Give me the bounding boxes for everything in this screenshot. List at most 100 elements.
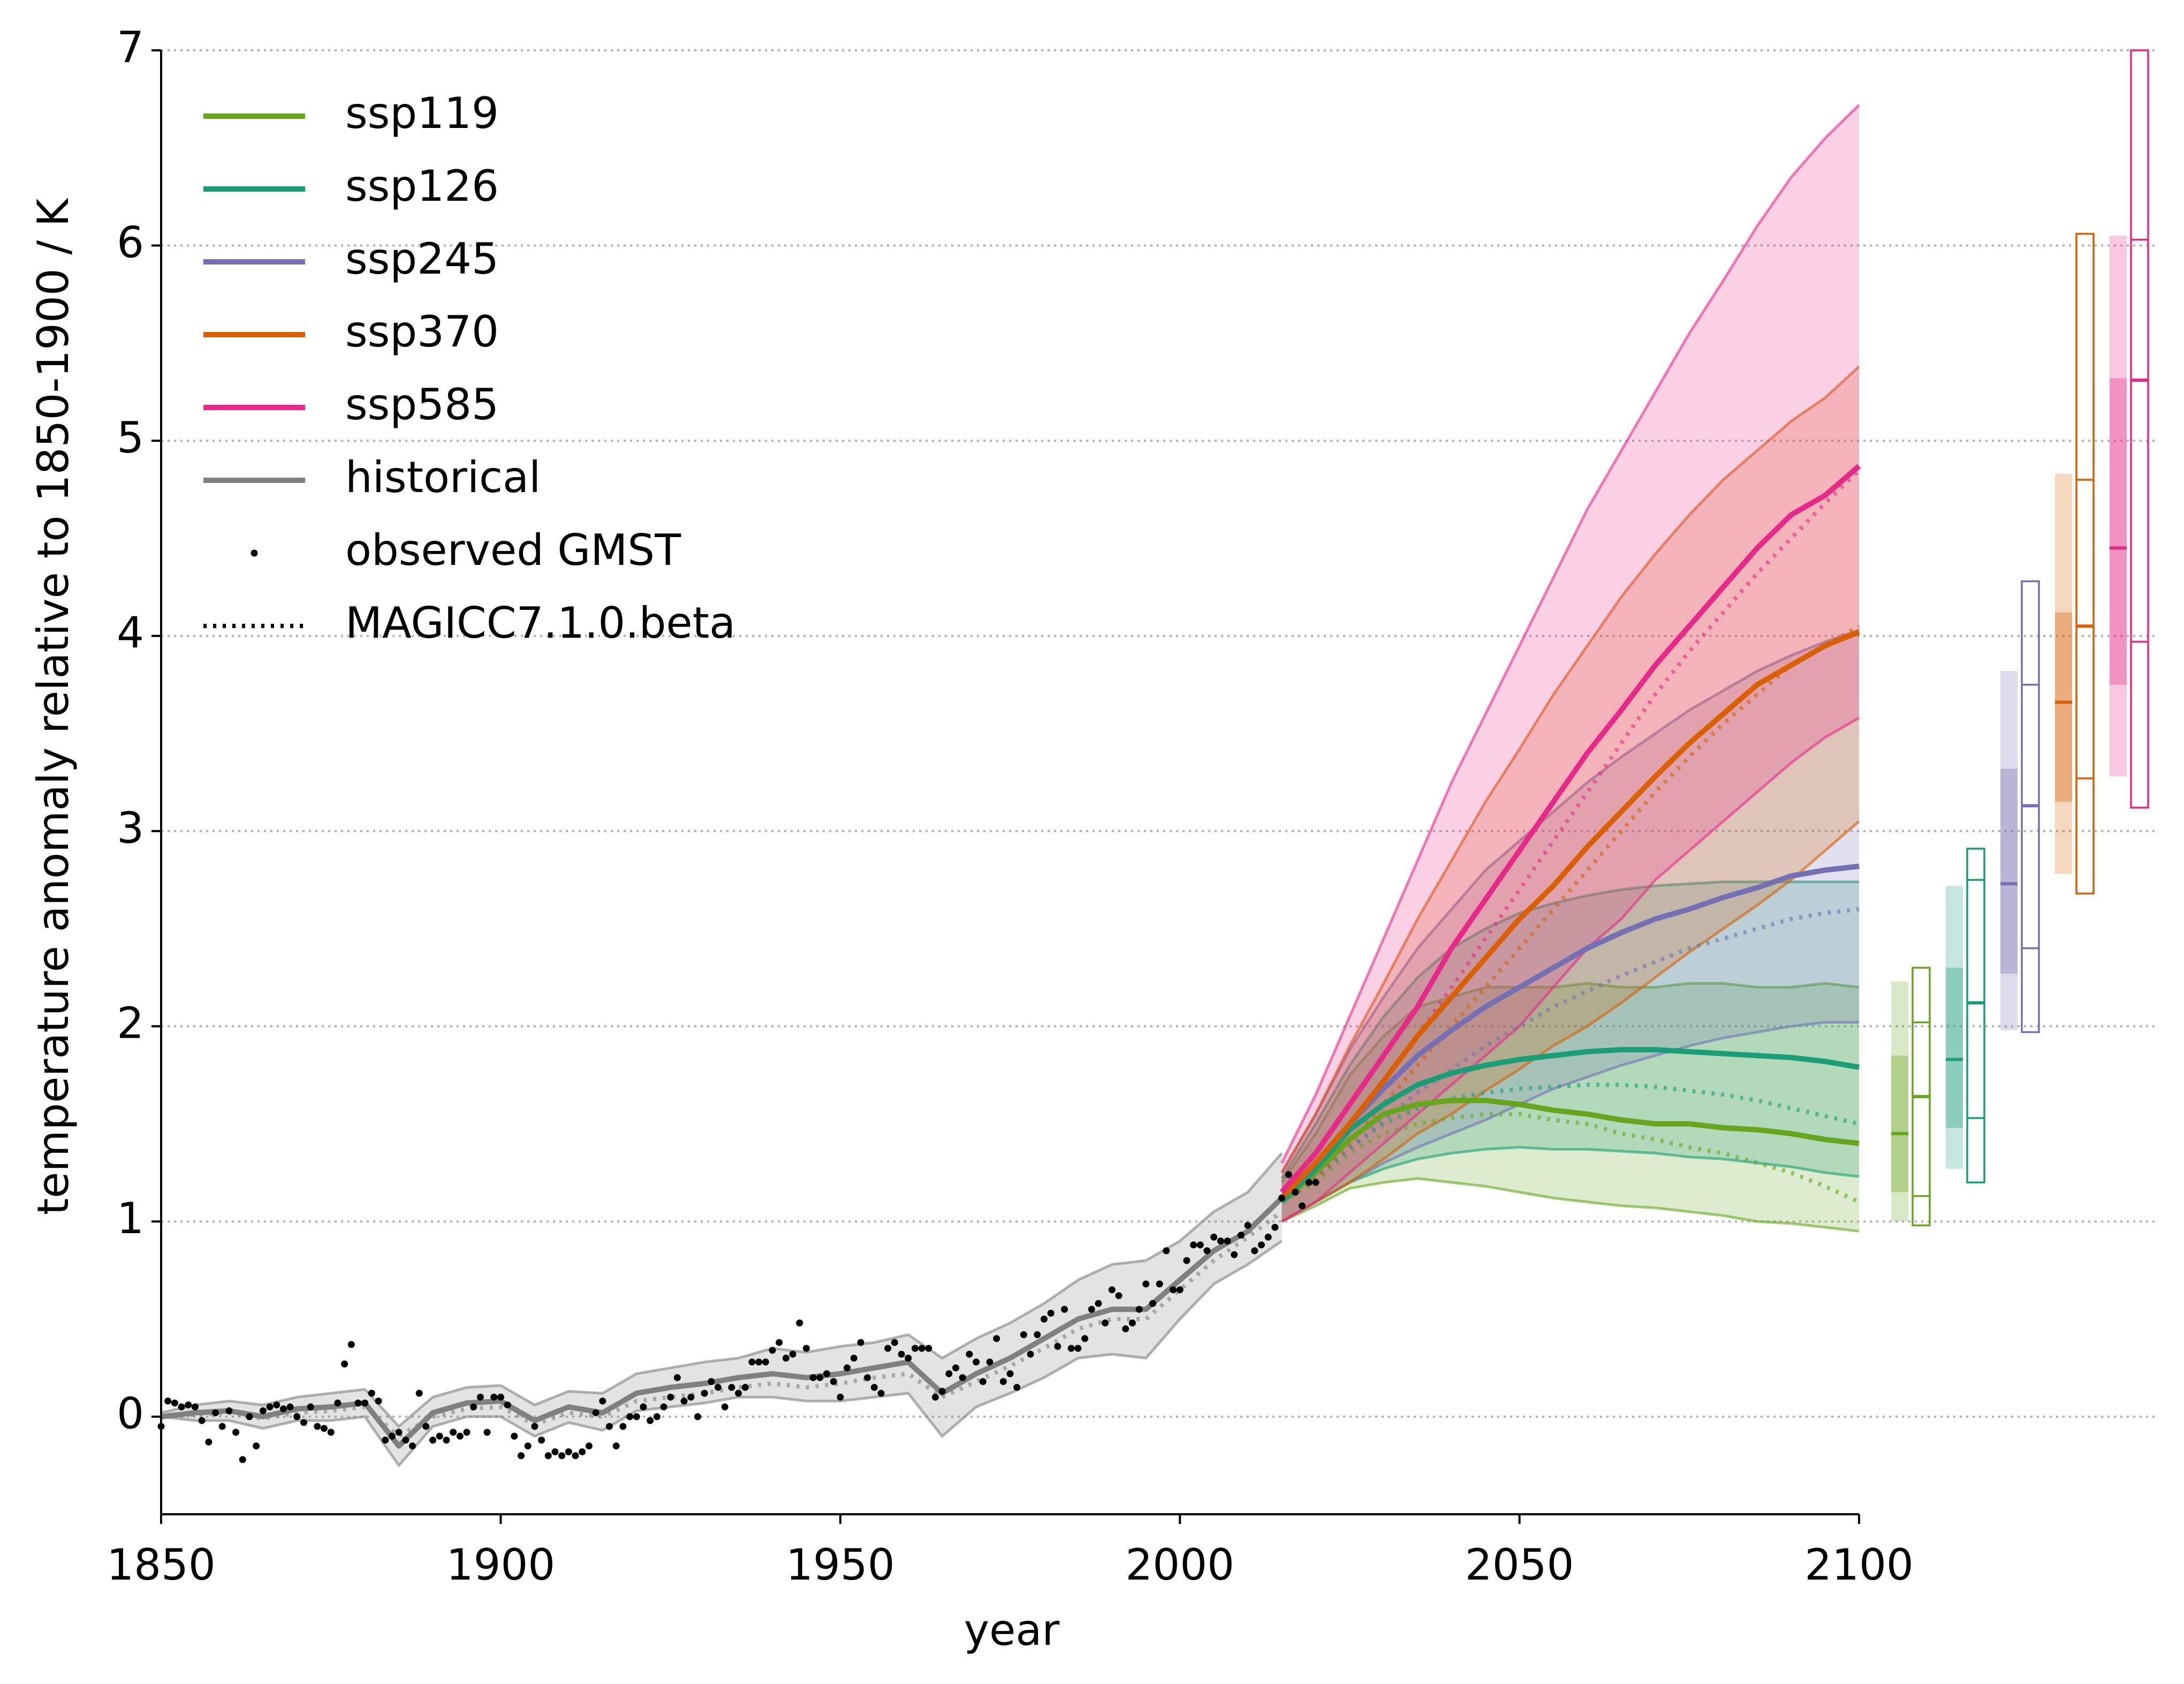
observed-point [497,1393,504,1401]
x-tick-label: 2050 [1465,1540,1574,1590]
observed-point [830,1378,837,1385]
observed-point [476,1393,484,1401]
observed-point [408,1442,416,1449]
observed-point [579,1448,586,1455]
band-edge [1280,629,1860,1174]
observed-point [1264,1233,1272,1241]
likely-bar [1891,1055,1908,1192]
y-tick-label: 4 [117,608,144,658]
observed-point [246,1413,253,1421]
observed-point [382,1436,389,1444]
observed-point [1027,1350,1034,1358]
observed-point [843,1364,851,1372]
observed-point [178,1403,185,1411]
observed-point [307,1403,314,1411]
band-edge [1280,981,1860,1183]
range-bar [2000,671,2018,1030]
observed-point [1203,1247,1211,1255]
likely-bar [2000,768,2018,974]
series-line [161,1196,1284,1449]
observed-point [415,1390,423,1397]
observed-point [945,1370,953,1378]
observed-point [993,1335,1000,1342]
observed-point [870,1384,878,1391]
observed-point [1292,1189,1299,1196]
observed-point [619,1423,627,1430]
observed-point [531,1423,539,1430]
observed-point [341,1360,348,1368]
observed-point [1285,1171,1292,1179]
observed-point [687,1393,695,1401]
x-tick-label: 1950 [786,1540,895,1590]
observed-point [347,1341,355,1348]
observed-point [660,1403,668,1411]
observed-point [605,1423,613,1430]
band-edge [161,1152,1283,1429]
band-edge [1281,1146,1860,1223]
observed-point [1231,1251,1238,1258]
range-band [1281,105,1859,1222]
observed-point [776,1339,783,1346]
observed-point [463,1429,471,1436]
observed-point [1128,1319,1136,1327]
observed-point [1244,1221,1252,1229]
observed-point [253,1442,260,1449]
observed-point [1278,1194,1286,1202]
observed-point [273,1401,280,1409]
legend-label: observed GMST [345,525,681,575]
observed-point [1067,1345,1075,1352]
observed-point [680,1398,688,1405]
series-line [1279,464,1861,1194]
observed-point [653,1413,661,1421]
x-tick-label: 1900 [446,1540,556,1590]
y-axis-label: temperature anomaly relative to 1850-190… [28,197,78,1215]
observed-point [966,1350,973,1358]
observed-point [1271,1224,1279,1231]
observed-point [198,1417,206,1424]
observed-point [538,1436,545,1444]
observed-point [864,1374,871,1381]
observed-point [1196,1241,1204,1249]
observed-point [694,1413,701,1421]
observed-point [708,1378,715,1385]
observed-point [334,1399,342,1407]
observed-point [191,1403,199,1411]
observed-point [1102,1319,1109,1327]
observed-point [205,1438,213,1446]
observed-point [286,1403,294,1411]
observed-point [1156,1280,1163,1288]
observed-point [891,1339,898,1346]
observed-point [164,1398,172,1405]
observed-point [1299,1202,1306,1210]
range-band [1281,366,1859,1222]
likely-bar [1946,968,1963,1128]
observed-point [823,1370,830,1378]
observed-point [402,1436,410,1444]
observed-point [999,1378,1007,1385]
observed-point [429,1436,437,1444]
observed-point [456,1432,464,1440]
observed-point [633,1413,640,1421]
observed-point [1061,1305,1068,1313]
observed-point [1013,1384,1021,1391]
observed-point [1088,1305,1095,1313]
observed-point [361,1399,369,1407]
observed-point [450,1429,457,1436]
range-bar [2110,236,2127,777]
observed-point [931,1393,939,1401]
range-box [1966,848,1985,1184]
legend-label: ssp126 [345,161,499,211]
observed-point [667,1393,674,1401]
observed-point [1108,1286,1116,1294]
observed-point [925,1345,932,1352]
legend-swatch [251,549,258,557]
observed-point [918,1345,926,1352]
observed-point [422,1423,430,1430]
observed-point [1081,1335,1089,1342]
observed-point [1224,1237,1231,1245]
legend-label: ssp119 [345,88,499,138]
observed-point [354,1399,362,1407]
observed-point [857,1339,864,1346]
observed-point [1257,1241,1265,1249]
observed-point [1251,1247,1258,1255]
